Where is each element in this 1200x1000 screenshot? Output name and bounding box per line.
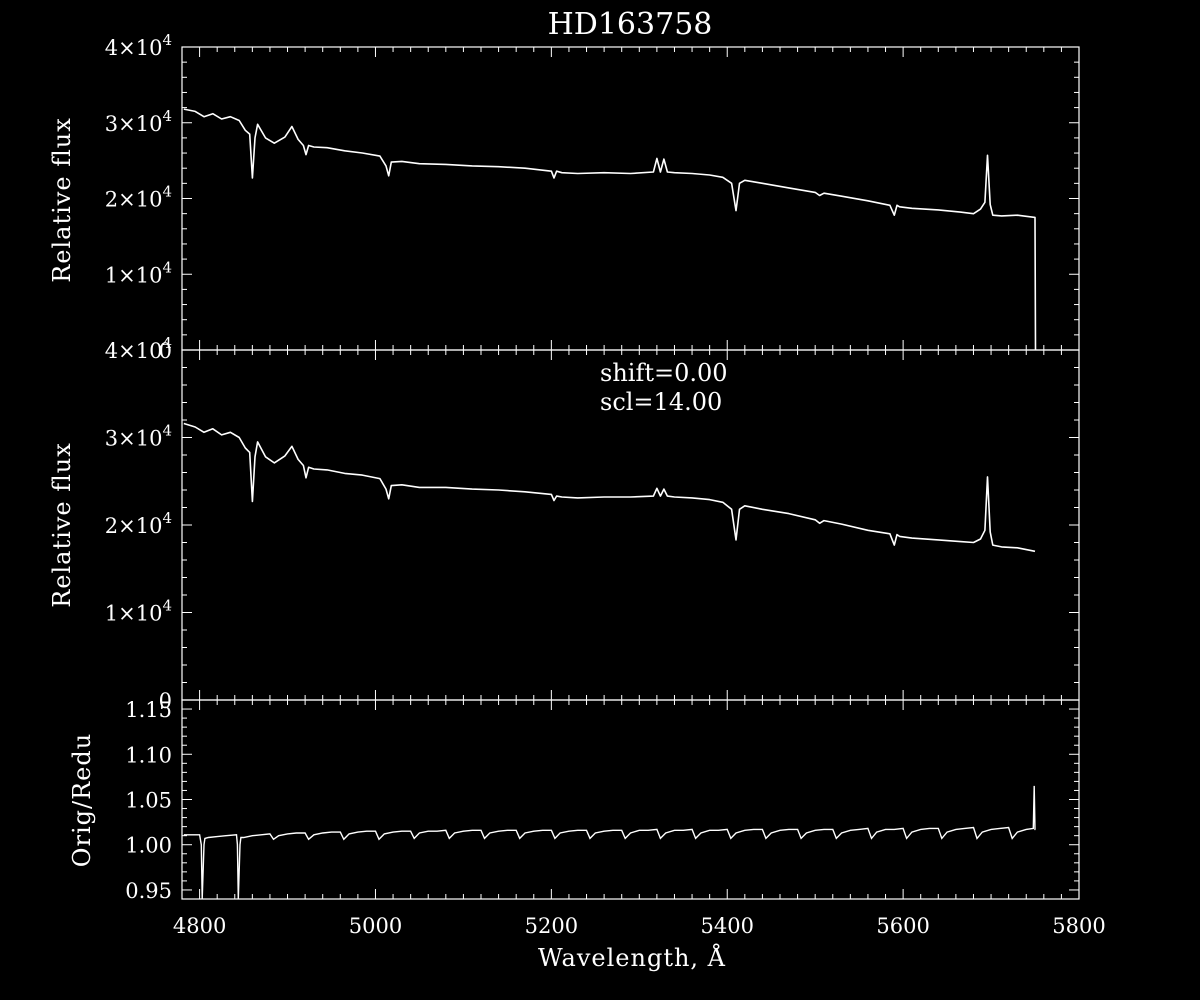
y-tick-label: 0.95 — [125, 879, 172, 903]
data-series — [183, 108, 1037, 900]
top-panel-frame — [181, 46, 1080, 351]
y-tick-label: 2×104 — [105, 509, 172, 538]
x-axis-label: Wavelength, Å — [538, 943, 726, 972]
x-tick-label: 5600 — [876, 914, 929, 938]
bottom-panel-frame — [181, 699, 1080, 900]
bottom-series-line — [183, 785, 1036, 900]
top-panel-ylabel: Relative flux — [48, 117, 76, 283]
tick-labels: 4800 5000 5200 5400 5600 5800 0 1×104 2×104 3×104… — [105, 31, 1106, 938]
y-tick-label: 1.15 — [125, 698, 172, 722]
scale-annotation: scl=14.00 — [600, 388, 722, 416]
x-tick-label: 4800 — [173, 914, 226, 938]
y-tick-label: 4×104 — [105, 334, 172, 363]
y-tick-label: 1.05 — [125, 789, 172, 813]
y-tick-label: 2×104 — [105, 183, 172, 212]
y-tick-label: 0 — [159, 339, 172, 363]
y-tick-label: 3×104 — [105, 107, 172, 136]
top-series-line — [183, 108, 1037, 351]
x-tick-label: 5200 — [525, 914, 578, 938]
y-tick-label: 1.10 — [125, 743, 172, 767]
shift-annotation: shift=0.00 — [600, 359, 728, 387]
middle-panel-ylabel: Relative flux — [48, 442, 76, 608]
x-tick-label: 5400 — [701, 914, 754, 938]
middle-series-line — [183, 422, 1036, 553]
y-tick-label: 1×104 — [105, 258, 172, 287]
x-tick-label: 5000 — [349, 914, 402, 938]
axis-ticks — [181, 46, 1080, 900]
chart-title: HD163758 — [548, 7, 713, 42]
y-tick-label: 1.00 — [125, 834, 172, 858]
y-tick-label: 1×104 — [105, 597, 172, 626]
y-tick-label: 4×104 — [105, 31, 172, 60]
x-tick-label: 5800 — [1052, 914, 1105, 938]
y-tick-label: 0 — [159, 689, 172, 713]
y-tick-label: 3×104 — [105, 422, 172, 451]
bottom-panel-ylabel: Orig/Redu — [68, 733, 96, 867]
